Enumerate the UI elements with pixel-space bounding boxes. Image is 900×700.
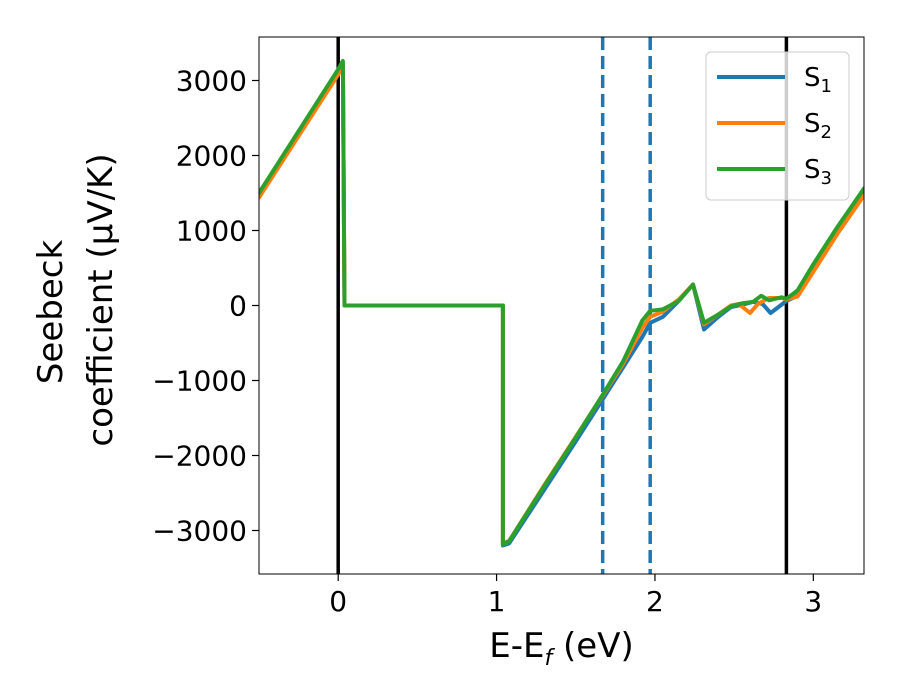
x-axis-label: E-Ef (eV): [489, 626, 634, 671]
y-tick-label: 1000: [176, 215, 247, 248]
y-axis-label-line1: Seebeck: [31, 240, 71, 385]
x-tick-label: 1: [488, 585, 506, 618]
x-tick-label: 0: [329, 585, 347, 618]
x-tick-label: 2: [646, 585, 664, 618]
legend-label-s1: S1: [804, 63, 832, 97]
legend-box: [705, 51, 850, 201]
y-tick-label: 0: [229, 290, 247, 323]
y-tick-label: −2000: [152, 440, 247, 473]
y-tick-label: 3000: [176, 65, 247, 98]
y-axis: 3000 2000 1000 0 −1000 −2000 −3000: [152, 65, 259, 548]
legend-label-s2: S2: [804, 109, 832, 143]
x-tick-label: 3: [804, 585, 822, 618]
legend: S1 S2 S3: [705, 51, 850, 201]
y-axis-label: Seebeck coefficient (μV/K): [31, 153, 121, 446]
y-tick-label: −3000: [152, 515, 247, 548]
x-axis-label-sub: f: [544, 646, 555, 671]
x-axis-label-main: E-E: [489, 626, 544, 666]
legend-label-s3: S3: [804, 155, 832, 189]
y-tick-label: −1000: [152, 365, 247, 398]
series-line-s3: [259, 59, 864, 547]
x-axis-label-unit: (eV): [552, 626, 634, 666]
y-axis-label-line2: coefficient (μV/K): [81, 153, 121, 446]
y-tick-label: 2000: [176, 140, 247, 173]
x-axis: 0 1 2 3: [329, 574, 822, 618]
